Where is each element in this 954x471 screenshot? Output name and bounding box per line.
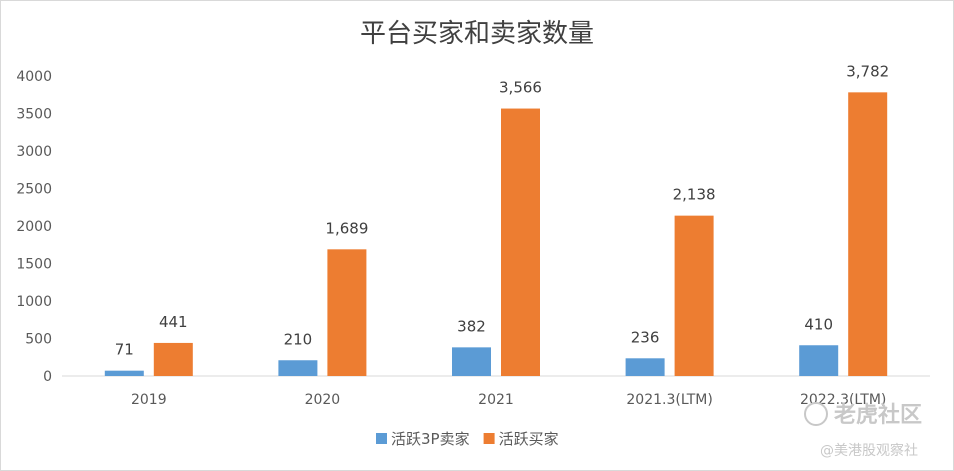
legend-label: 活跃3P卖家: [391, 430, 470, 448]
x-tick-label: 2020: [305, 392, 341, 408]
y-tick-label: 1000: [16, 294, 52, 310]
bar-buyers: [674, 215, 714, 376]
data-label: 1,689: [325, 219, 368, 237]
x-tick-label: 2021.3(LTM): [626, 392, 712, 408]
x-tick-label: 2021: [478, 392, 514, 408]
bar-sellers: [278, 360, 318, 376]
data-label: 410: [804, 315, 833, 333]
chart-title: 平台买家和卖家数量: [360, 19, 594, 49]
legend: 活跃3P卖家 活跃买家: [376, 430, 559, 448]
data-label: 236: [631, 328, 660, 346]
bar-sellers: [452, 347, 491, 376]
data-label: 3,566: [499, 79, 542, 97]
legend-label: 活跃买家: [499, 430, 559, 448]
y-tick-label: 3000: [16, 144, 52, 160]
bars: [104, 92, 888, 377]
bar-sellers: [799, 345, 839, 376]
data-label: 210: [284, 330, 313, 348]
bar-buyers: [848, 92, 888, 376]
bar-buyers: [501, 108, 540, 377]
watermark: 老虎社区 @美港股观察社: [804, 402, 922, 459]
bar-buyers: [327, 249, 367, 376]
y-tick-label: 0: [43, 369, 52, 385]
watermark-handle: @美港股观察社: [820, 442, 918, 459]
y-tick-label: 2000: [16, 219, 52, 235]
data-label: 3,782: [846, 62, 889, 80]
data-labels: 71 210 382 236 410 441 1,689 3,566 2,138 3,782: [115, 62, 889, 358]
tiger-logo-icon: [804, 402, 828, 426]
data-label: 2,138: [673, 186, 716, 204]
bar-buyers: [153, 342, 193, 376]
legend-swatch: [376, 433, 387, 444]
data-label: 441: [159, 313, 188, 331]
y-tick-label: 3500: [16, 107, 52, 123]
bar-sellers: [104, 370, 144, 376]
data-label: 382: [457, 317, 486, 335]
x-tick-label: 2019: [131, 392, 167, 408]
y-axis: 0 500 1000 1500 2000 2500 3000 3500 4000: [16, 69, 52, 385]
y-tick-label: 1500: [16, 257, 52, 273]
x-axis: 2019 2020 2021 2021.3(LTM) 2022.3(LTM): [62, 375, 930, 408]
y-tick-label: 2500: [16, 182, 52, 198]
data-label: 71: [115, 341, 134, 359]
y-tick-label: 500: [25, 332, 52, 348]
bar-sellers: [625, 358, 665, 376]
legend-swatch: [483, 433, 495, 444]
y-tick-label: 4000: [16, 69, 52, 85]
watermark-logo-text: 老虎社区: [833, 402, 922, 428]
